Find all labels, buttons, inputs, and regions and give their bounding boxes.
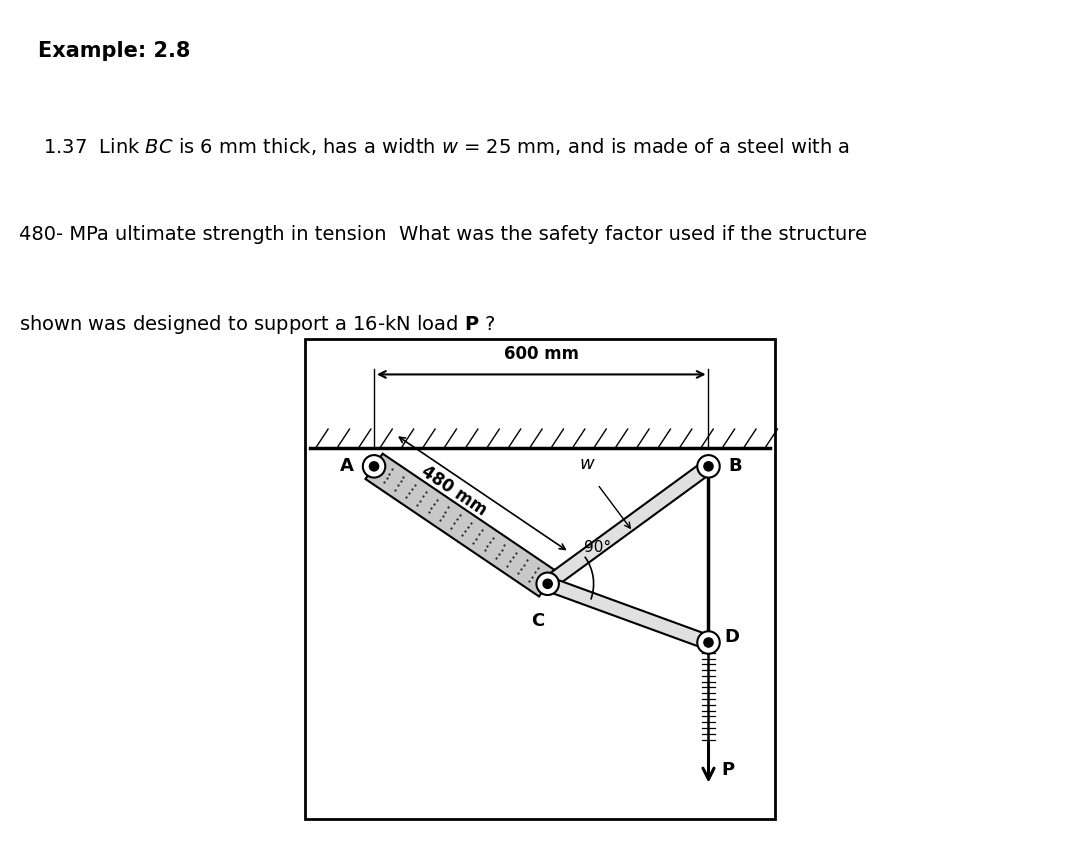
Text: A: A bbox=[340, 457, 353, 476]
Text: 90°: 90° bbox=[584, 540, 611, 555]
Text: C: C bbox=[531, 612, 544, 630]
Text: shown was designed to support a 16-kN load $\mathbf{P}$ ?: shown was designed to support a 16-kN lo… bbox=[19, 313, 496, 336]
Circle shape bbox=[537, 573, 558, 595]
Text: 480 mm: 480 mm bbox=[418, 462, 490, 519]
Text: B: B bbox=[728, 457, 742, 476]
Circle shape bbox=[704, 462, 713, 471]
Text: 600 mm: 600 mm bbox=[503, 346, 579, 363]
Circle shape bbox=[704, 638, 713, 647]
Polygon shape bbox=[365, 454, 556, 597]
Circle shape bbox=[698, 455, 719, 477]
Circle shape bbox=[698, 631, 719, 654]
Text: P: P bbox=[721, 761, 734, 780]
Circle shape bbox=[543, 580, 552, 588]
Text: w: w bbox=[580, 454, 595, 473]
Text: D: D bbox=[725, 628, 740, 647]
Circle shape bbox=[369, 462, 379, 471]
Polygon shape bbox=[545, 577, 711, 649]
Text: Example: 2.8: Example: 2.8 bbox=[38, 41, 190, 61]
Text: 1.37  Link $BC$ is 6 mm thick, has a width $w$ = 25 mm, and is made of a steel w: 1.37 Link $BC$ is 6 mm thick, has a widt… bbox=[43, 136, 850, 157]
Polygon shape bbox=[543, 460, 713, 590]
Text: 480- MPa ultimate strength in tension  What was the safety factor used if the st: 480- MPa ultimate strength in tension Wh… bbox=[19, 225, 867, 243]
Circle shape bbox=[363, 455, 386, 477]
